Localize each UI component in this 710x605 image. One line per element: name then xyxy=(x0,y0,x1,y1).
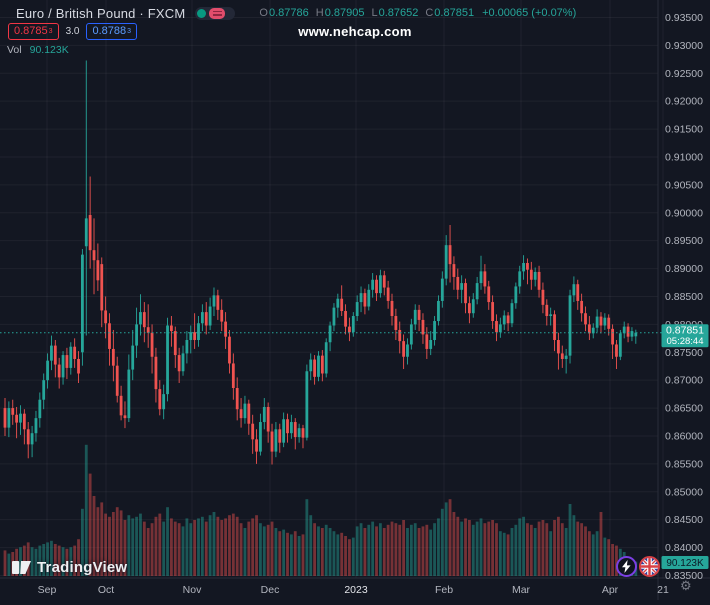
svg-text:0.87500: 0.87500 xyxy=(665,347,703,359)
spread-value: 3.0 xyxy=(65,26,80,37)
bid-price: 0.8785 xyxy=(14,25,48,37)
svg-text:Nov: Nov xyxy=(183,584,202,596)
volume-legend[interactable]: Vol 90.123K xyxy=(7,44,69,56)
volume-value: 90.123K xyxy=(29,44,69,56)
tradingview-mark-icon xyxy=(12,561,31,574)
current-volume-label: 90.123K xyxy=(661,556,709,569)
corner-icons xyxy=(616,556,660,577)
open-value: 0.87786 xyxy=(268,7,309,19)
uk-flag-icon[interactable] xyxy=(639,556,660,577)
ask-price: 0.8788 xyxy=(92,25,127,37)
svg-text:0.85500: 0.85500 xyxy=(665,458,703,470)
svg-text:0.91500: 0.91500 xyxy=(665,124,703,136)
svg-text:0.89500: 0.89500 xyxy=(665,235,703,247)
symbol-title[interactable]: Euro / British Pound · FXCM xyxy=(16,5,186,21)
close-label: C xyxy=(425,7,434,19)
svg-text:0.86500: 0.86500 xyxy=(665,403,703,415)
notifications-icon xyxy=(209,7,226,19)
svg-text:0.91000: 0.91000 xyxy=(665,151,703,163)
low-label: L xyxy=(371,7,378,19)
tradingview-logo[interactable]: TradingView xyxy=(12,558,127,577)
volume-label: Vol xyxy=(7,44,22,56)
chart-header: Euro / British Pound · FXCM O0.87786 H0.… xyxy=(16,4,576,22)
svg-text:0.90500: 0.90500 xyxy=(665,179,703,191)
svg-text:0.89000: 0.89000 xyxy=(665,263,703,275)
svg-text:0.85000: 0.85000 xyxy=(665,486,703,498)
instant-trading-bolt-icon[interactable] xyxy=(616,556,637,577)
price-axis[interactable]: 0.93500 0.93000 0.92500 0.92000 0.91500 0.910… xyxy=(665,12,703,582)
svg-text:0.87851: 0.87851 xyxy=(666,325,704,337)
svg-text:2023: 2023 xyxy=(344,584,368,596)
svg-text:0.87000: 0.87000 xyxy=(665,375,703,387)
close-value: 0.87851 xyxy=(434,7,475,19)
buy-ask-button[interactable]: 0.8788 3 xyxy=(86,23,138,40)
tradingview-logo-text: TradingView xyxy=(37,559,128,576)
change-value: +0.00065 (+0.07%) xyxy=(482,7,577,19)
sell-bid-button[interactable]: 0.8785 3 xyxy=(8,23,59,40)
svg-text:90.123K: 90.123K xyxy=(666,558,704,569)
ask-pip-sup: 3 xyxy=(127,28,132,35)
bid-ask-row: 0.8785 3 3.0 0.8788 3 xyxy=(8,23,138,40)
time-axis[interactable]: Sep Oct Nov Dec 2023 Feb Mar Apr 21 xyxy=(38,584,669,596)
svg-text:Apr: Apr xyxy=(602,584,619,596)
low-value: 0.87652 xyxy=(378,7,419,19)
svg-text:0.93000: 0.93000 xyxy=(665,40,703,52)
svg-text:Mar: Mar xyxy=(512,584,531,596)
ohlc-readout: O0.87786 H0.87905 L0.87652 C0.87851 +0.0… xyxy=(259,7,576,19)
svg-text:0.92500: 0.92500 xyxy=(665,68,703,80)
svg-text:05:28:44: 05:28:44 xyxy=(667,336,704,347)
high-label: H xyxy=(315,7,324,19)
svg-text:0.84000: 0.84000 xyxy=(665,542,703,554)
svg-text:0.83500: 0.83500 xyxy=(665,570,703,582)
svg-text:Feb: Feb xyxy=(435,584,453,596)
svg-text:0.92000: 0.92000 xyxy=(665,96,703,108)
svg-text:0.84500: 0.84500 xyxy=(665,514,703,526)
watermark-text: www.nehcap.com xyxy=(298,24,412,39)
open-label: O xyxy=(259,7,268,19)
candlesticks xyxy=(3,60,638,465)
market-open-dot-icon xyxy=(197,8,207,18)
svg-text:Dec: Dec xyxy=(261,584,280,596)
bid-pip-sup: 3 xyxy=(48,28,53,35)
high-value: 0.87905 xyxy=(324,7,365,19)
svg-text:0.90000: 0.90000 xyxy=(665,207,703,219)
svg-text:21: 21 xyxy=(657,584,669,596)
volume-bars xyxy=(3,444,638,576)
market-status-toggle[interactable] xyxy=(195,6,236,20)
svg-text:0.86000: 0.86000 xyxy=(665,430,703,442)
grid-lines xyxy=(0,0,664,578)
svg-text:Oct: Oct xyxy=(98,584,114,596)
svg-text:0.88500: 0.88500 xyxy=(665,291,703,303)
axis-settings-gear-icon[interactable]: ⚙ xyxy=(680,578,692,593)
svg-text:0.93500: 0.93500 xyxy=(665,12,703,24)
svg-text:Sep: Sep xyxy=(38,584,57,596)
